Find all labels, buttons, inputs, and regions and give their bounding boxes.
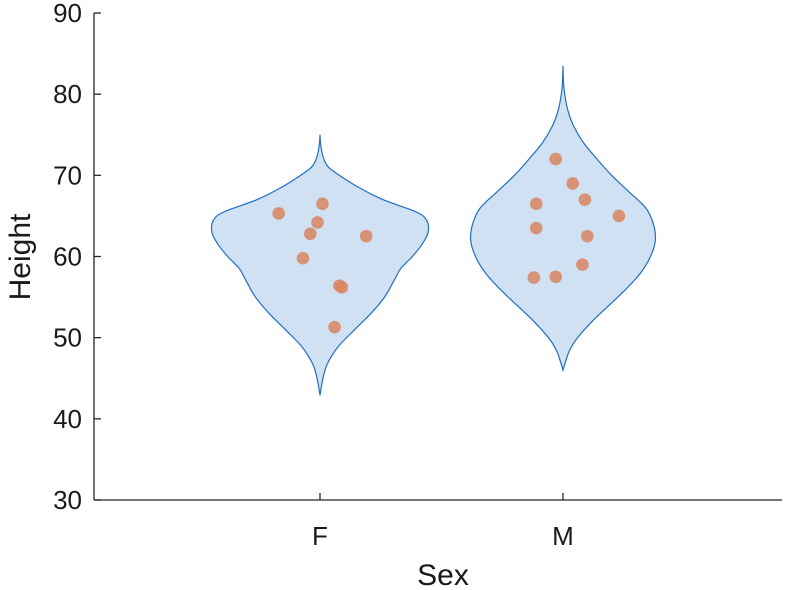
data-point [529,197,543,211]
data-point [303,227,317,241]
data-point [576,258,589,271]
y-tick-label: 40 [53,404,82,434]
violin-M [469,65,657,373]
data-point [311,216,324,229]
data-point [578,193,592,206]
data-point [529,221,543,235]
data-point [272,207,285,220]
x-axis-title: Sex [417,559,469,590]
data-point [335,281,349,294]
y-tick-label: 90 [53,0,82,28]
y-tick-label: 80 [53,79,82,109]
data-point [328,320,341,334]
data-point [359,229,373,243]
violins-layer [210,65,657,396]
data-point [566,177,580,190]
y-ticks: 30 40 50 60 70 80 90 [53,0,101,515]
points-layer [272,152,626,334]
data-point [612,209,626,223]
y-tick-label: 70 [53,160,82,190]
y-tick-label: 50 [53,323,82,353]
x-tick-label: F [312,521,328,551]
y-axis-title: Height [4,213,37,300]
data-point [316,197,329,211]
axes-layer [93,13,782,501]
data-point [296,251,310,265]
data-point [581,229,594,243]
x-tick-label: M [552,521,574,551]
data-point [549,152,563,166]
y-tick-label: 30 [53,485,82,515]
data-point [527,271,541,284]
violin-F [210,134,430,396]
data-point [549,270,563,284]
y-tick-label: 60 [53,242,82,272]
